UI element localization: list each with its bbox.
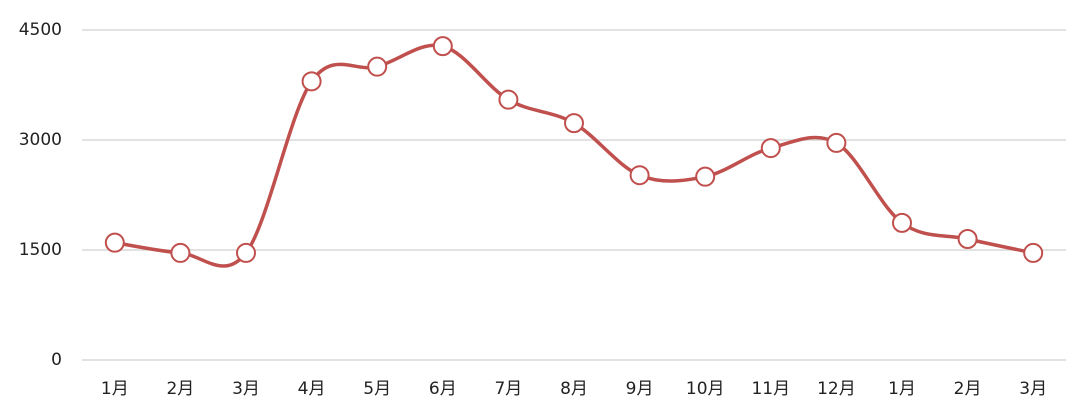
x-tick-label: 9月	[626, 379, 654, 399]
point	[695, 166, 716, 187]
point	[104, 232, 125, 253]
point	[301, 71, 322, 92]
point	[498, 89, 519, 110]
x-tick-label: 2月	[166, 379, 194, 399]
x-tick-label: 3月	[1019, 379, 1047, 399]
y-tick-label: 4500	[19, 20, 62, 40]
point	[629, 165, 650, 186]
point	[957, 229, 978, 249]
x-tick-label: 2月	[954, 379, 982, 399]
x-tick-label: 1月	[101, 379, 129, 399]
point	[236, 242, 256, 263]
x-tick-label: 10月	[686, 379, 725, 399]
x-tick-label: 8月	[560, 379, 588, 399]
x-tick-label: 12月	[817, 379, 856, 399]
y-tick-label: 0	[51, 350, 62, 370]
x-tick-label: 5月	[363, 379, 391, 399]
point	[1023, 242, 1044, 263]
x-tick-label: 6月	[429, 379, 457, 399]
point	[826, 132, 847, 153]
point	[760, 138, 781, 159]
x-tick-label: 7月	[494, 379, 522, 399]
y-tick-label: 1500	[19, 240, 62, 260]
x-tick-label: 4月	[298, 379, 326, 399]
x-tick-label: 3月	[232, 379, 260, 399]
point	[564, 113, 584, 134]
point	[892, 212, 912, 233]
x-tick-label: 11月	[751, 379, 790, 399]
y-tick-label: 3000	[19, 130, 62, 150]
point	[432, 36, 453, 57]
point	[170, 242, 191, 263]
x-tick-label: 1月	[888, 379, 916, 399]
line	[114, 43, 1034, 268]
point	[367, 56, 388, 77]
